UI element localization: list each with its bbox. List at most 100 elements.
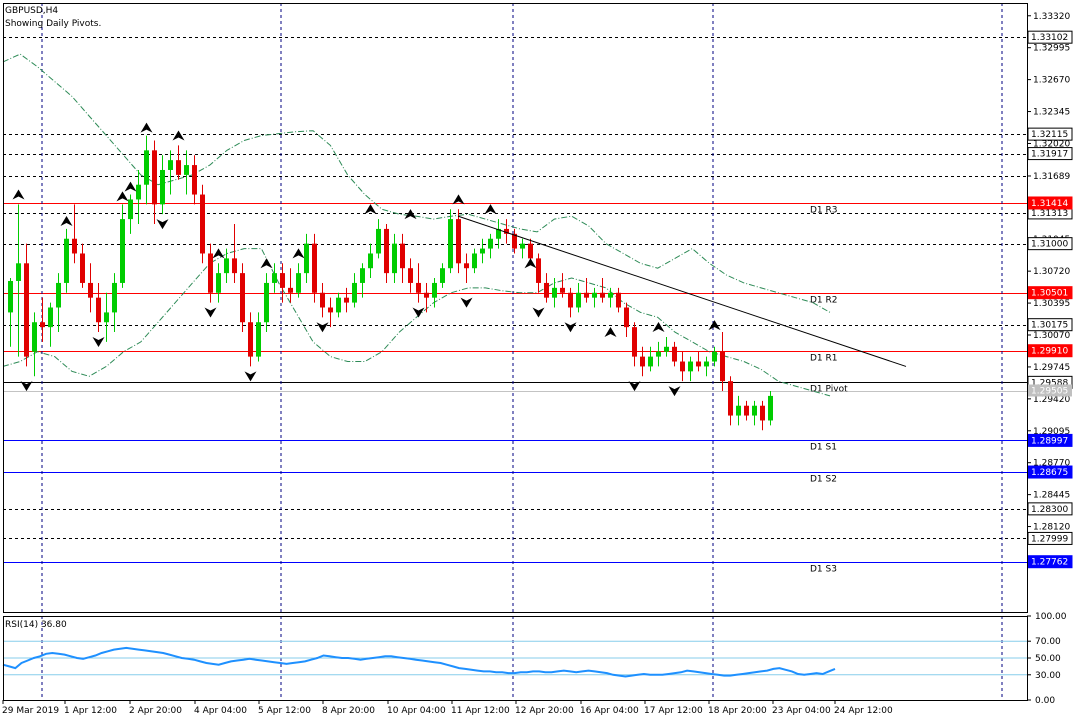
candle[interactable] — [560, 273, 565, 298]
candle[interactable] — [208, 243, 213, 303]
candle[interactable] — [512, 228, 517, 254]
candle[interactable] — [8, 278, 13, 347]
candle[interactable] — [80, 243, 85, 288]
candle[interactable] — [712, 346, 717, 367]
candle[interactable] — [736, 395, 741, 426]
candle[interactable] — [136, 169, 141, 225]
candle[interactable] — [304, 233, 309, 283]
candle[interactable] — [424, 282, 429, 313]
candle[interactable] — [56, 273, 61, 333]
candle[interactable] — [264, 273, 269, 333]
candle[interactable] — [600, 278, 605, 303]
candle[interactable] — [40, 297, 45, 342]
candle[interactable] — [336, 292, 341, 318]
candle[interactable] — [544, 273, 549, 303]
candle[interactable] — [256, 312, 261, 362]
candle[interactable] — [536, 253, 541, 293]
candle[interactable] — [144, 135, 149, 205]
candle[interactable] — [240, 263, 245, 333]
candle[interactable] — [464, 253, 469, 283]
candle[interactable] — [656, 341, 661, 367]
candle[interactable] — [168, 150, 173, 195]
candle[interactable] — [664, 336, 669, 357]
candle[interactable] — [128, 194, 133, 234]
candle[interactable] — [48, 302, 53, 347]
candle[interactable] — [632, 322, 637, 367]
candle[interactable] — [648, 346, 653, 372]
candle[interactable] — [280, 263, 285, 303]
candle[interactable] — [328, 297, 333, 328]
candle[interactable] — [376, 219, 381, 259]
candle[interactable] — [400, 233, 405, 283]
candle[interactable] — [16, 204, 21, 357]
candle[interactable] — [592, 287, 597, 308]
candle[interactable] — [312, 233, 317, 303]
candle[interactable] — [624, 302, 629, 337]
candle[interactable] — [232, 224, 237, 283]
candle[interactable] — [152, 140, 157, 225]
candle[interactable] — [608, 287, 613, 308]
candle[interactable] — [744, 400, 749, 421]
trendline-segment[interactable] — [457, 215, 907, 367]
candle[interactable] — [88, 263, 93, 313]
candle[interactable] — [392, 233, 397, 283]
candle[interactable] — [360, 263, 365, 298]
candle[interactable] — [200, 184, 205, 264]
candle[interactable] — [248, 312, 253, 367]
candle[interactable] — [408, 258, 413, 293]
candle[interactable] — [72, 204, 77, 264]
candle[interactable] — [64, 228, 69, 293]
candle[interactable] — [296, 263, 301, 298]
candle[interactable] — [576, 282, 581, 313]
candle[interactable] — [384, 224, 389, 283]
candle[interactable] — [696, 351, 701, 372]
candle[interactable] — [704, 356, 709, 377]
candle[interactable] — [520, 238, 525, 259]
candle[interactable] — [440, 263, 445, 288]
candle[interactable] — [728, 376, 733, 426]
candle[interactable] — [480, 238, 485, 264]
candle[interactable] — [192, 155, 197, 205]
candle[interactable] — [640, 346, 645, 377]
candle[interactable] — [184, 150, 189, 195]
candle[interactable] — [344, 287, 349, 313]
candle[interactable] — [288, 268, 293, 303]
candle[interactable] — [120, 204, 125, 288]
candle[interactable] — [24, 243, 29, 367]
trendline[interactable] — [457, 215, 907, 367]
candle[interactable] — [32, 312, 37, 377]
candle[interactable] — [160, 155, 165, 215]
candle[interactable] — [176, 145, 181, 180]
candle[interactable] — [472, 248, 477, 274]
candle[interactable] — [768, 390, 773, 426]
candle[interactable] — [448, 209, 453, 274]
candle[interactable] — [432, 278, 437, 308]
candle[interactable] — [104, 292, 109, 342]
candle[interactable] — [352, 273, 357, 308]
candle[interactable] — [496, 219, 501, 249]
candle[interactable] — [568, 287, 573, 318]
candle[interactable] — [488, 233, 493, 259]
candle[interactable] — [552, 278, 557, 308]
candle[interactable] — [680, 351, 685, 382]
candle[interactable] — [688, 356, 693, 382]
candle[interactable] — [272, 263, 277, 293]
candle[interactable] — [456, 209, 461, 274]
candle[interactable] — [720, 332, 725, 391]
candle[interactable] — [368, 243, 373, 279]
candle[interactable] — [112, 273, 117, 333]
candle[interactable] — [96, 282, 101, 333]
candle[interactable] — [584, 278, 589, 303]
candle[interactable] — [672, 341, 677, 367]
candle[interactable] — [752, 400, 757, 426]
candles[interactable] — [8, 135, 773, 431]
candle[interactable] — [224, 248, 229, 283]
candle[interactable] — [504, 219, 509, 244]
candle[interactable] — [760, 400, 765, 431]
candle[interactable] — [216, 263, 221, 303]
candle[interactable] — [416, 263, 421, 303]
candle[interactable] — [320, 282, 325, 318]
candle[interactable] — [616, 287, 621, 313]
